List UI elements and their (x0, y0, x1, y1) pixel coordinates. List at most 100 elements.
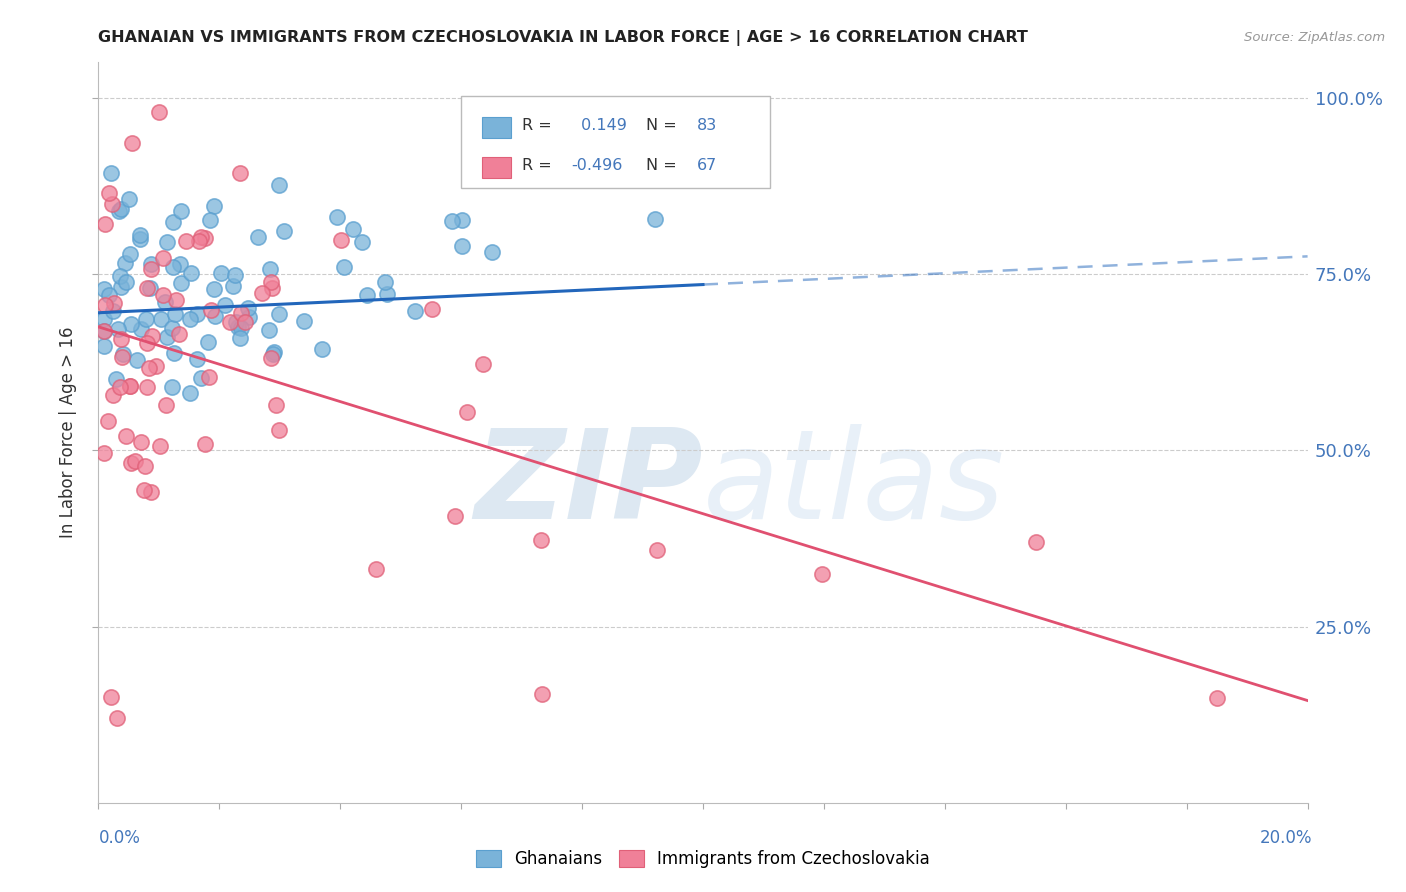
Point (194, 437, 217, 451)
Point (644, 211, 666, 226)
Point (209, 266, 232, 280)
Point (162, 215, 184, 229)
Point (121, 136, 143, 151)
Point (101, 388, 124, 402)
Point (229, 321, 252, 335)
Point (170, 204, 193, 219)
Point (97, 413, 120, 427)
Point (129, 322, 152, 336)
Point (180, 266, 202, 280)
Point (356, 288, 378, 302)
FancyBboxPatch shape (461, 95, 769, 188)
Point (110, 332, 132, 346)
Point (94, 298, 117, 312)
Legend: Ghanaians, Immigrants from Czechoslovakia: Ghanaians, Immigrants from Czechoslovaki… (470, 843, 936, 875)
Point (202, 282, 225, 296)
Point (132, 483, 155, 497)
Point (141, 329, 163, 343)
Text: ZIP: ZIP (474, 424, 703, 545)
Point (451, 238, 474, 252)
Point (269, 307, 291, 321)
Point (219, 315, 242, 329)
Text: R =: R = (522, 159, 557, 173)
Point (266, 399, 288, 413)
Point (174, 235, 197, 249)
Point (342, 222, 364, 236)
Point (108, 204, 131, 219)
Point (238, 301, 260, 316)
Text: R =: R = (522, 118, 557, 133)
Point (450, 213, 472, 227)
Point (139, 257, 162, 271)
Point (229, 165, 252, 179)
Point (103, 296, 125, 310)
Point (250, 286, 273, 301)
Point (136, 280, 159, 294)
Text: GHANAIAN VS IMMIGRANTS FROM CZECHOSLOVAKIA IN LABOR FORCE | AGE > 16 CORRELATION: GHANAIAN VS IMMIGRANTS FROM CZECHOSLOVAK… (98, 29, 1028, 45)
Point (375, 286, 398, 301)
Text: N =: N = (647, 159, 682, 173)
Point (238, 310, 260, 325)
Point (120, 246, 142, 260)
Point (228, 320, 250, 334)
Point (101, 303, 124, 318)
Point (224, 268, 246, 282)
Point (1206, 691, 1229, 706)
Point (100, 166, 122, 180)
Point (179, 311, 201, 326)
Point (260, 275, 283, 289)
Point (326, 211, 349, 225)
Point (101, 197, 124, 211)
Point (235, 315, 257, 329)
Point (441, 214, 464, 228)
Point (333, 260, 356, 275)
Point (141, 485, 163, 500)
Point (374, 275, 396, 289)
Point (110, 380, 132, 394)
Point (246, 229, 269, 244)
Point (420, 302, 443, 317)
Point (115, 429, 138, 443)
Point (121, 456, 143, 470)
Point (148, 104, 170, 119)
Point (530, 687, 553, 701)
Point (110, 280, 132, 294)
Point (198, 370, 221, 384)
Point (481, 244, 503, 259)
Point (98, 186, 121, 201)
Text: 0.149: 0.149 (576, 118, 627, 133)
Point (225, 315, 247, 329)
Point (118, 378, 141, 392)
Point (129, 435, 152, 450)
Point (167, 327, 190, 342)
Point (128, 232, 150, 246)
Point (350, 235, 373, 250)
Point (202, 199, 225, 213)
Text: Source: ZipAtlas.com: Source: ZipAtlas.com (1244, 31, 1385, 45)
Point (105, 711, 128, 725)
Point (200, 213, 222, 227)
Point (214, 298, 236, 312)
Point (128, 228, 150, 243)
Point (257, 323, 280, 337)
Point (115, 275, 138, 289)
Point (124, 453, 146, 467)
Point (155, 399, 177, 413)
Point (93, 217, 115, 231)
Point (108, 268, 131, 283)
Point (229, 331, 252, 345)
Point (118, 378, 141, 392)
Point (118, 192, 141, 206)
Point (263, 345, 285, 359)
Point (471, 357, 494, 371)
Point (259, 261, 281, 276)
Point (160, 380, 183, 394)
Point (329, 233, 352, 247)
Point (145, 359, 167, 373)
Point (260, 281, 283, 295)
Point (100, 690, 122, 704)
Point (156, 330, 179, 344)
FancyBboxPatch shape (482, 117, 510, 137)
Point (134, 458, 156, 473)
Point (179, 386, 201, 401)
